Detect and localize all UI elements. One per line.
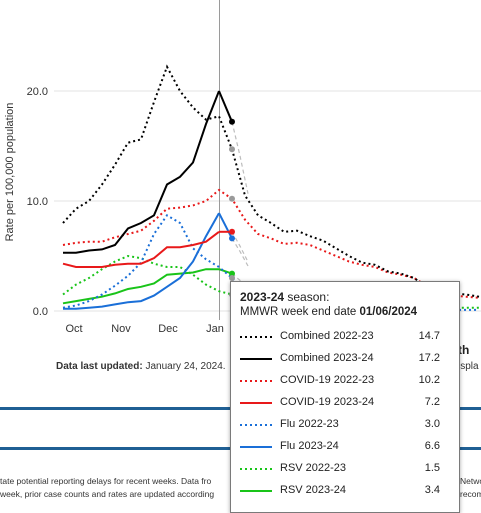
legend-swatch: [240, 446, 272, 448]
side-panel-heading-fragment: th: [458, 343, 470, 357]
y-axis-ticks: 0.0 10.0 20.0: [27, 86, 48, 318]
pending-data-segments: [231, 121, 249, 289]
tooltip-series-name: COVID-19 2023-24: [280, 396, 375, 408]
hover-marker-combined-2023-24: [229, 118, 235, 125]
footnote-line-2: week, prior case counts and rates are up…: [0, 489, 215, 499]
series-line-flu-2023-24-latest: [218, 212, 233, 239]
y-tick-label: 0.0: [33, 306, 48, 318]
tooltip-series-value: 1.5: [424, 462, 440, 474]
tooltip-series-name: RSV 2022-23: [280, 462, 347, 474]
tooltip-series-name: Combined 2022-23: [280, 330, 374, 342]
tooltip-series-name: RSV 2023-24: [280, 484, 347, 496]
tooltip-series-value: 14.7: [418, 330, 440, 342]
pending-segment-flu-2023-24: [231, 238, 249, 267]
footnote-line-1: tate potential reporting delays for rece…: [0, 476, 212, 486]
tooltip-series-name: Combined 2023-24: [280, 352, 374, 364]
pending-segment-covid-19-2023-24: [231, 231, 249, 263]
footnote-line-1-right: Netwo: [460, 476, 481, 486]
tooltip-row: RSV 2022-23 1.5: [240, 462, 450, 476]
tooltip-season-suffix: season:: [284, 290, 330, 304]
series-line-combined-2022-23: [62, 64, 480, 298]
hover-marker-rsv-2023-24: [229, 270, 235, 277]
legend-swatch: [240, 336, 272, 338]
tooltip-series-value: 7.2: [424, 396, 440, 408]
y-tick-label: 20.0: [27, 86, 48, 98]
side-panel-text-fragment: ispla: [458, 361, 479, 372]
y-axis-label: Rate per 100,000 population: [4, 103, 16, 242]
y-tick-label: 10.0: [27, 196, 48, 208]
tooltip-row: COVID-19 2022-23 10.2: [240, 374, 450, 388]
x-tick-label: Jan: [206, 323, 224, 335]
series-line-flu-2023-24: [63, 212, 220, 310]
series-line-covid-19-2023-24: [62, 231, 220, 268]
updated-label: Data last updated:: [56, 361, 143, 372]
hover-marker-combined-2022-23: [229, 146, 235, 153]
tooltip-date: MMWR week end date 01/06/2024: [240, 306, 417, 318]
legend-swatch: [240, 468, 272, 470]
hover-marker-flu-2023-24: [229, 235, 235, 242]
series-line-covid-19-2022-23: [62, 188, 480, 299]
x-axis-ticks: Oct Nov Dec Jan: [65, 323, 223, 335]
series-line-combined-2023-24: [63, 90, 220, 254]
tooltip-series-value: 17.2: [418, 352, 440, 364]
series-lines: [62, 64, 480, 311]
tooltip-series-name: Flu 2023-24: [280, 440, 339, 452]
hover-tooltip: 2023-24 season: MMWR week end date 01/06…: [230, 281, 460, 513]
legend-swatch: [240, 358, 272, 360]
tooltip-series-value: 3.4: [424, 484, 440, 496]
tooltip-series-value: 6.6: [424, 440, 440, 452]
tooltip-series-value: 3.0: [424, 418, 440, 430]
tooltip-row: COVID-19 2023-24 7.2: [240, 396, 450, 410]
legend-swatch: [240, 380, 272, 382]
hover-marker-covid-19-2022-23: [229, 195, 235, 202]
tooltip-date-label: MMWR week end date: [240, 306, 360, 318]
tooltip-row: RSV 2023-24 3.4: [240, 484, 450, 498]
tooltip-season: 2023-24 season:: [240, 290, 329, 304]
tooltip-row: Combined 2022-23 14.7: [240, 330, 450, 344]
legend-swatch: [240, 424, 272, 426]
chart-gridlines: [54, 90, 481, 312]
legend-swatch: [240, 402, 272, 404]
x-tick-label: Oct: [65, 323, 82, 335]
tooltip-season-year: 2023-24: [240, 290, 285, 304]
tooltip-row: Flu 2022-23 3.0: [240, 418, 450, 432]
hover-marker-covid-19-2023-24: [229, 228, 235, 235]
tooltip-row: Flu 2023-24 6.6: [240, 440, 450, 454]
tooltip-date-value: 01/06/2024: [359, 306, 418, 318]
legend-swatch: [240, 490, 272, 492]
series-line-combined-2023-24-latest: [218, 90, 233, 123]
footnote-line-2-right: recom: [460, 489, 481, 499]
hover-marker-flu-2022-23: [229, 275, 235, 281]
tooltip-series-name: Flu 2022-23: [280, 418, 339, 430]
data-last-updated: Data last updated: January 24, 2024.: [56, 361, 226, 372]
tooltip-series-name: COVID-19 2022-23: [280, 374, 375, 386]
series-line-rsv-2022-23: [62, 254, 479, 309]
x-tick-label: Dec: [158, 323, 178, 335]
pending-segment-combined-2023-24: [231, 121, 249, 194]
series-line-rsv-2023-24: [62, 268, 219, 305]
x-tick-label: Nov: [111, 323, 131, 335]
tooltip-row: Combined 2023-24 17.2: [240, 352, 450, 366]
updated-date: January 24, 2024.: [145, 361, 226, 372]
tooltip-series-value: 10.2: [418, 374, 440, 386]
